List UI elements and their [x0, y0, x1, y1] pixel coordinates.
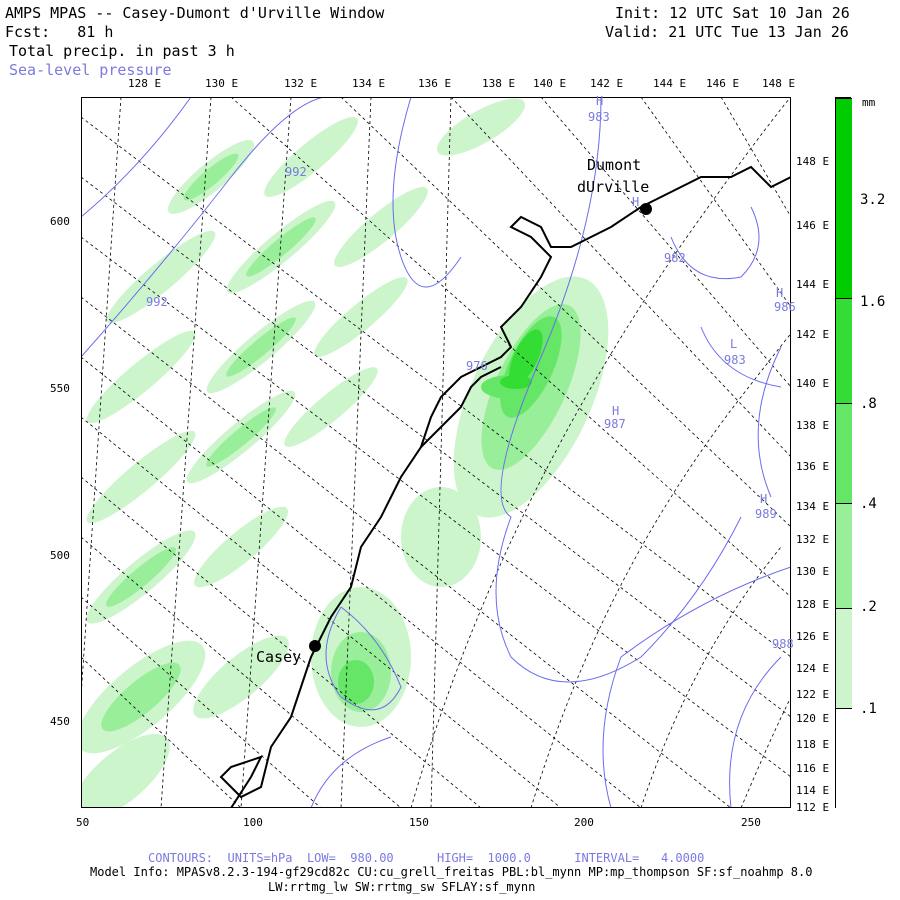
pressure-label: 992: [146, 295, 168, 309]
right-lon-label: 128 E: [796, 598, 830, 611]
right-lon-label: 146 E: [796, 219, 830, 232]
right-lon-label: 138 E: [796, 419, 830, 432]
right-lon-label: 148 E: [796, 155, 830, 168]
model-physics: LW:rrtmg_lw SW:rrtmg_sw SFLAY:sf_mynn: [268, 880, 536, 894]
dumont-label-line2: dUrville: [577, 178, 650, 196]
legend-swatch: [836, 608, 852, 709]
left-axis-label: 600: [50, 215, 70, 228]
contours-info: CONTOURS: UNITS=hPa LOW= 980.00 HIGH= 10…: [148, 851, 705, 865]
top-lon-label: 144 E: [653, 77, 687, 90]
legend-swatch: [836, 403, 852, 504]
legend-value: .8: [860, 396, 877, 412]
right-lon-label: 132 E: [796, 533, 830, 546]
right-lon-label: 112 E: [796, 801, 830, 814]
top-lon-label: 146 E: [706, 77, 740, 90]
lat-lon-grid: [81, 97, 791, 808]
top-lon-label: 140 E: [533, 77, 567, 90]
right-lon-label: 144 E: [796, 278, 830, 291]
legend-unit: mm: [862, 96, 876, 109]
pressure-label: 983: [588, 110, 610, 124]
pressure-label: H: [760, 492, 768, 506]
right-lon-label: 122 E: [796, 688, 830, 701]
legend-value: 3.2: [860, 192, 886, 208]
precip-map: [81, 97, 791, 808]
right-lon-label: 120 E: [796, 712, 830, 725]
left-axis-label: 550: [50, 382, 70, 395]
dumont-durville-station: [640, 203, 652, 215]
dumont-label-line1: Dumont: [587, 156, 642, 174]
legend-value: .1: [860, 701, 877, 717]
legend-value: .4: [860, 496, 877, 512]
legend-swatch: [836, 298, 852, 404]
top-lon-label: 136 E: [418, 77, 452, 90]
contour-field-name: Sea-level pressure: [9, 61, 172, 79]
right-lon-label: 114 E: [796, 784, 830, 797]
top-lon-label: 128 E: [128, 77, 162, 90]
pressure-label: H: [776, 286, 784, 300]
bottom-axis-label: 200: [574, 816, 594, 829]
left-axis-label: 450: [50, 715, 70, 728]
legend-swatch: [836, 98, 852, 299]
pressure-label: 992: [285, 165, 307, 179]
right-lon-label: 136 E: [796, 460, 830, 473]
casey-label: Casey: [256, 648, 302, 666]
right-lon-label: 118 E: [796, 738, 830, 751]
bottom-axis-label: 100: [243, 816, 263, 829]
field-name: Total precip. in past 3 h: [9, 42, 235, 60]
right-lon-label: 124 E: [796, 662, 830, 675]
pressure-label: H: [632, 195, 640, 209]
top-lon-label: 138 E: [482, 77, 516, 90]
pressure-label: 988: [772, 637, 794, 651]
forecast-hour: Fcst: 81 h: [5, 23, 114, 41]
right-lon-label: 126 E: [796, 630, 830, 643]
right-lon-label: 116 E: [796, 762, 830, 775]
left-axis-label: 500: [50, 549, 70, 562]
model-info: Model Info: MPASv8.2.3-194-gf29cd82c CU:…: [90, 865, 813, 879]
pressure-label: 976: [466, 359, 488, 373]
pressure-label: 986: [774, 300, 796, 314]
legend-swatch: [836, 708, 852, 810]
right-lon-label: 130 E: [796, 565, 830, 578]
pressure-label: 982: [664, 251, 686, 265]
right-lon-label: 140 E: [796, 377, 830, 390]
top-lon-label: 132 E: [284, 77, 318, 90]
bottom-axis-label: 250: [741, 816, 761, 829]
legend-value: .2: [860, 599, 877, 615]
pressure-label: 987: [604, 417, 626, 431]
pressure-contours: [81, 97, 791, 808]
pressure-label: 989: [755, 507, 777, 521]
precip-legend: [835, 97, 852, 810]
top-lon-label: 148 E: [762, 77, 796, 90]
pressure-label: L: [730, 337, 738, 351]
casey-station: [309, 640, 321, 652]
bottom-axis-label: 50: [76, 816, 90, 829]
top-lon-label: 130 E: [205, 77, 239, 90]
bottom-axis-label: 150: [409, 816, 429, 829]
pressure-label: 983: [724, 353, 746, 367]
map-title: AMPS MPAS -- Casey-Dumont d'Urville Wind…: [5, 4, 385, 22]
top-lon-label: 134 E: [352, 77, 386, 90]
init-time: Init: 12 UTC Sat 10 Jan 26: [615, 4, 850, 22]
coastline: [219, 165, 791, 808]
top-lon-label: 142 E: [590, 77, 624, 90]
valid-time: Valid: 21 UTC Tue 13 Jan 26: [605, 23, 849, 41]
right-lon-label: 142 E: [796, 328, 830, 341]
pressure-label: H: [612, 404, 620, 418]
pressure-label: H: [596, 94, 604, 108]
map-frame: [81, 97, 791, 808]
legend-value: 1.6: [860, 294, 886, 310]
right-lon-label: 134 E: [796, 500, 830, 513]
legend-swatch: [836, 503, 852, 609]
